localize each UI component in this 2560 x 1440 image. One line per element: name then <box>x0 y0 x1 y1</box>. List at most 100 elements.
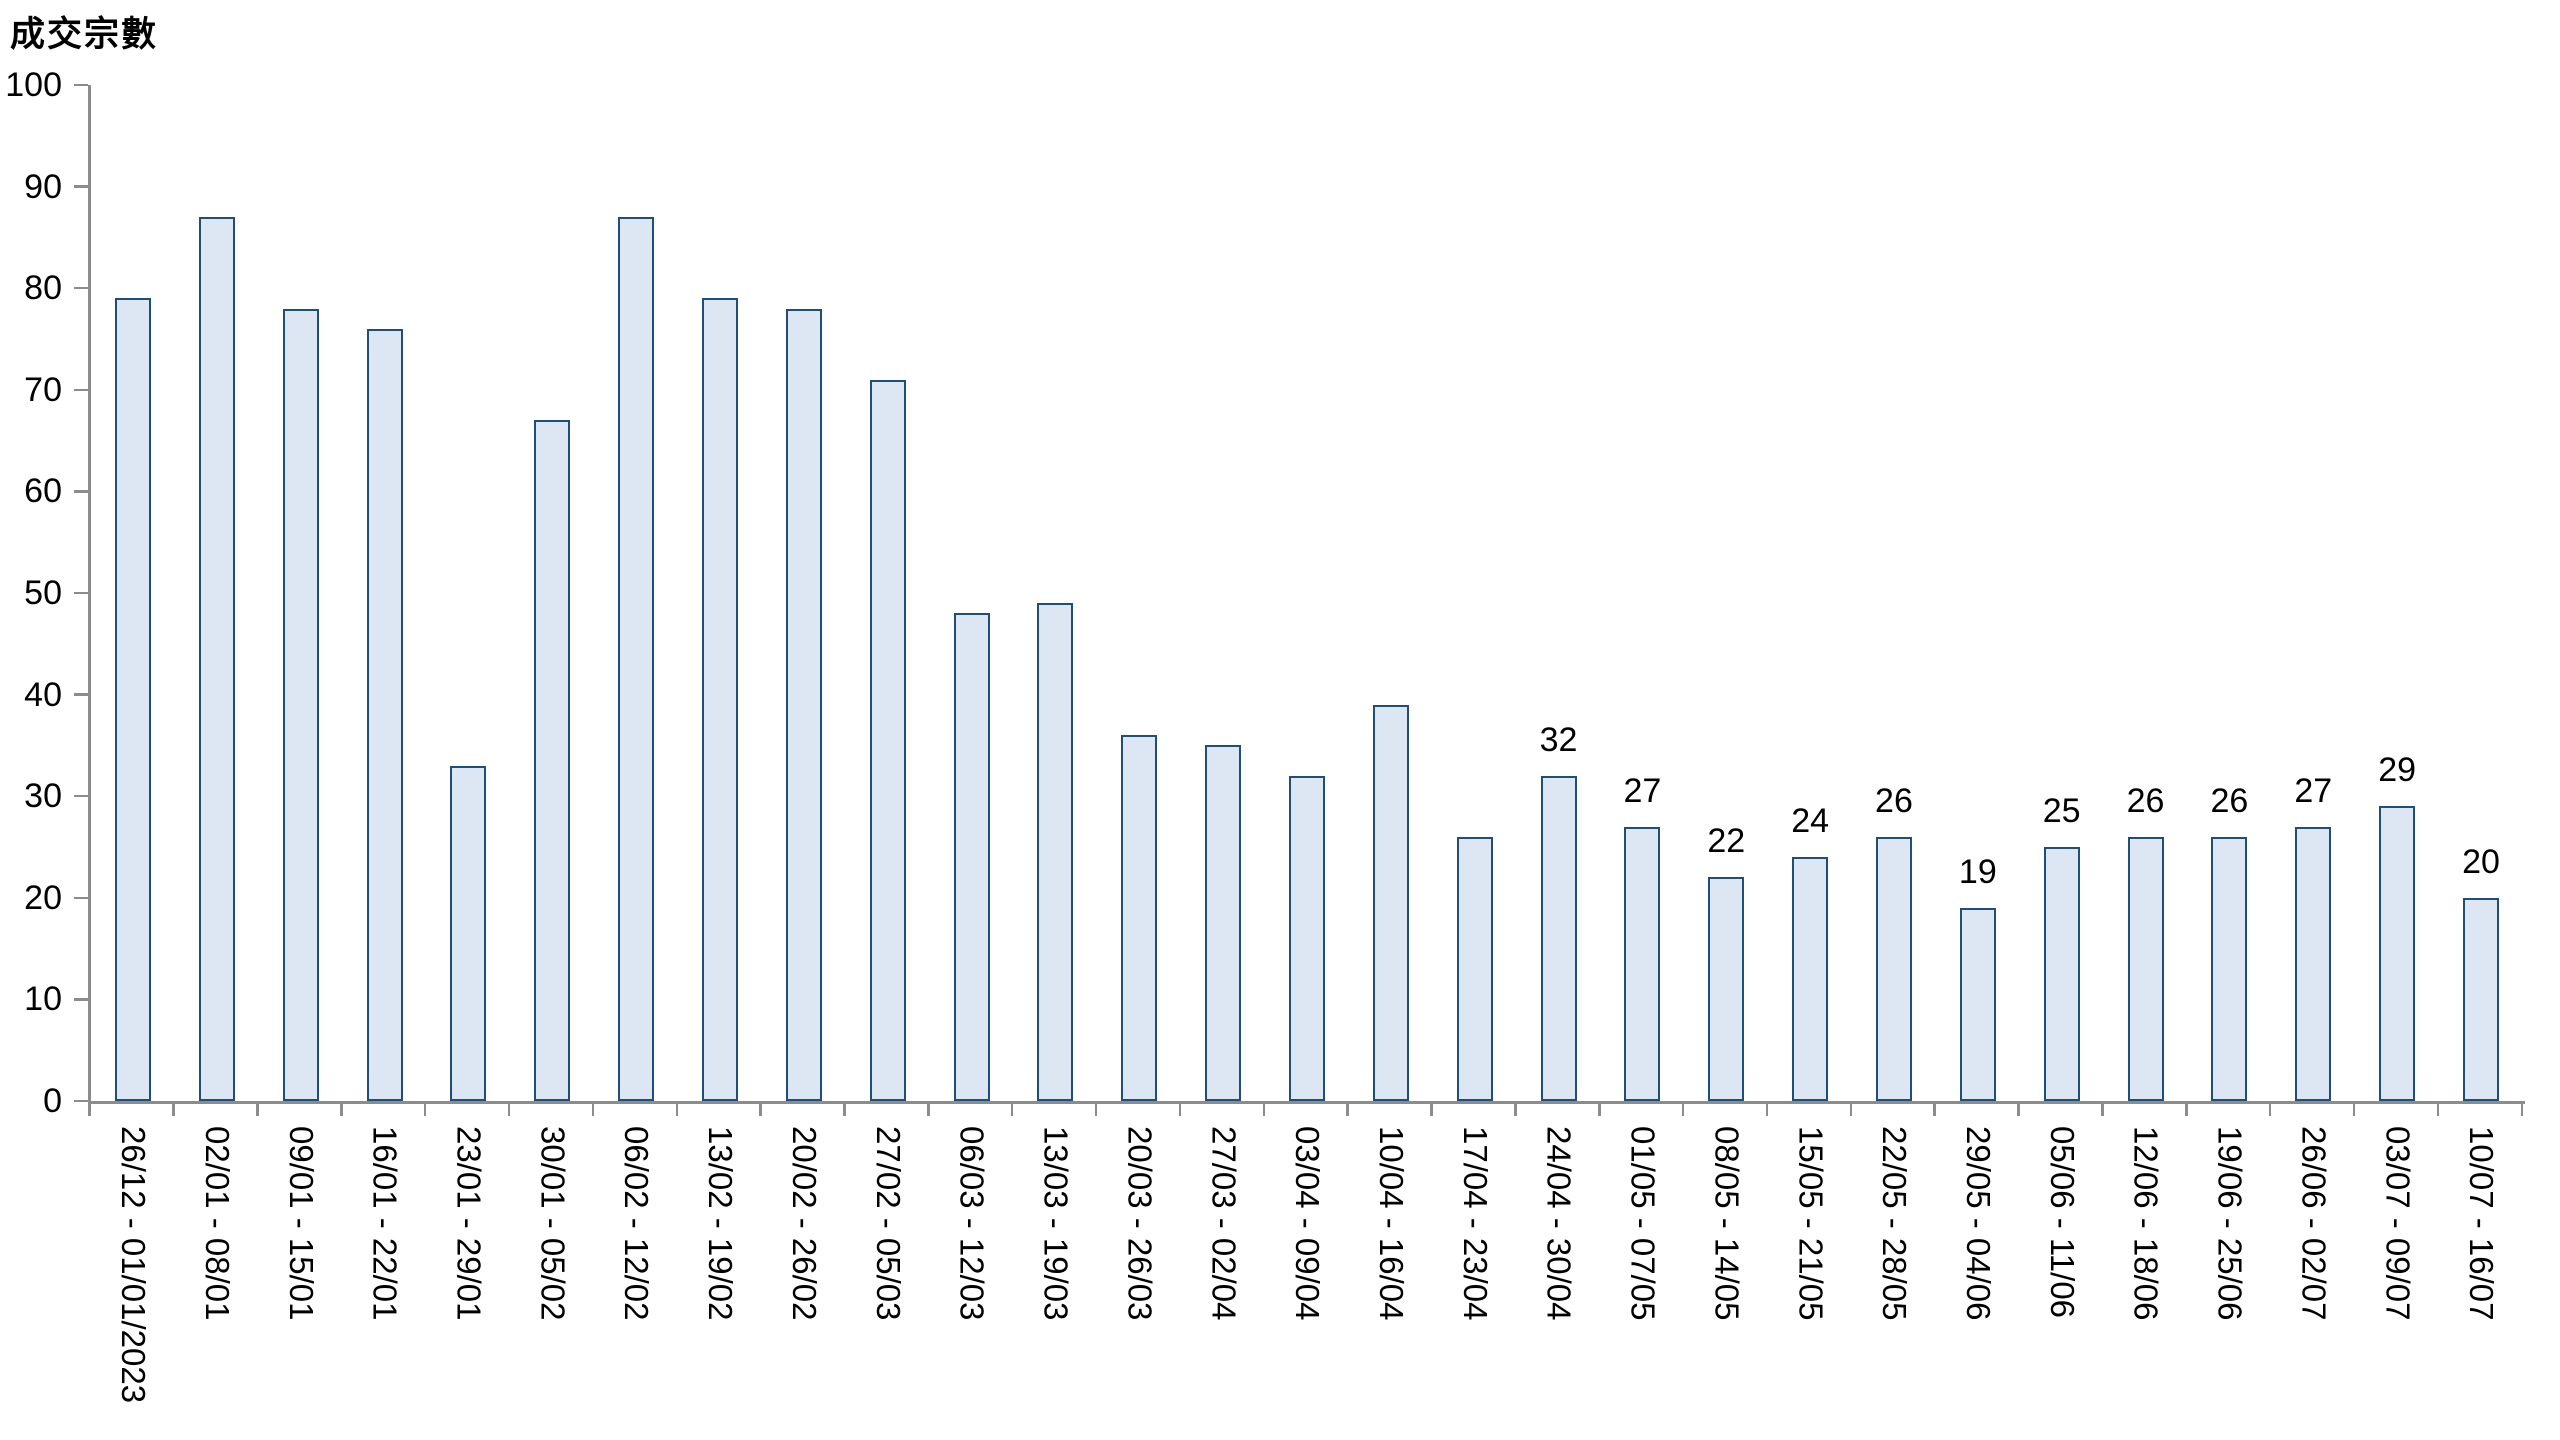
x-axis-tick <box>2268 1101 2272 1116</box>
x-axis-label: 01/05 - 07/05 <box>1624 1126 1662 1321</box>
bar-slot <box>846 85 930 1101</box>
bar-slot <box>1097 85 1181 1101</box>
x-axis-tick <box>172 1101 175 1116</box>
bar <box>1624 826 1661 1101</box>
x-axis-label-slot: 15/05 - 21/05 <box>1768 1126 1852 1440</box>
y-axis-line <box>88 85 91 1116</box>
bar-slot <box>1265 85 1349 1101</box>
x-axis-tick <box>591 1101 595 1116</box>
bar-slot <box>762 85 846 1101</box>
y-axis-tick <box>74 185 88 188</box>
bar-value-label: 19 <box>1958 852 1997 891</box>
bar-slot: 27 <box>1600 85 1684 1101</box>
y-axis-tick-label: 20 <box>24 878 62 917</box>
y-axis-tick <box>74 83 88 87</box>
x-axis-label-slot: 09/01 - 15/01 <box>259 1126 343 1440</box>
y-axis-tick-label: 100 <box>5 66 62 104</box>
bar <box>282 308 319 1101</box>
x-axis-tick <box>843 1101 846 1116</box>
bar-value-label: 25 <box>2042 792 2081 830</box>
x-axis-tick <box>507 1101 511 1116</box>
bar <box>2295 826 2332 1101</box>
x-axis-label-slot: 26/06 - 02/07 <box>2271 1126 2355 1440</box>
x-axis-label: 03/04 - 09/04 <box>1289 1126 1327 1321</box>
bar-value-label: 22 <box>1707 822 1746 861</box>
y-axis-tick <box>74 896 88 900</box>
x-axis-label-slot: 13/03 - 19/03 <box>1013 1126 1097 1440</box>
y-axis-tick <box>74 591 88 595</box>
x-axis-label: 26/06 - 02/07 <box>2295 1126 2333 1321</box>
bar-slot: 29 <box>2355 85 2439 1101</box>
x-axis-tick <box>1346 1101 1349 1116</box>
bar <box>1540 775 1577 1101</box>
bar-value-label: 24 <box>1791 802 1830 841</box>
x-axis-label-slot: 17/04 - 23/04 <box>1433 1126 1517 1440</box>
x-axis-tick <box>2520 1101 2523 1116</box>
x-axis-label: 23/01 - 29/01 <box>450 1126 488 1321</box>
x-axis-line <box>88 1101 2525 1104</box>
x-axis-label-slot: 20/02 - 26/02 <box>762 1126 846 1440</box>
x-axis-label: 10/07 - 16/07 <box>2463 1126 2501 1321</box>
x-axis-label-slot: 06/03 - 12/03 <box>930 1126 1014 1440</box>
bar <box>1708 877 1745 1101</box>
y-axis-tick-label: 40 <box>24 675 62 714</box>
x-axis-label: 08/05 - 14/05 <box>1708 1126 1746 1321</box>
bar <box>2462 897 2499 1101</box>
bar-value-label: 26 <box>2126 781 2165 820</box>
x-axis-label-slot: 23/01 - 29/01 <box>426 1126 510 1440</box>
bar-slot: 25 <box>2020 85 2104 1101</box>
x-axis-tick <box>340 1101 343 1116</box>
y-axis-tick <box>74 794 88 798</box>
bar-slot <box>930 85 1014 1101</box>
x-axis-tick <box>1094 1101 1098 1116</box>
bar-slot: 20 <box>2439 85 2523 1101</box>
y-axis-tick <box>74 1099 88 1103</box>
bar-slot: 24 <box>1768 85 1852 1101</box>
x-axis-tick <box>1933 1101 1936 1116</box>
bar <box>1037 603 1074 1101</box>
x-axis-labels: 26/12 - 01/01/2023 02/01 - 08/01 09/01 - 1… <box>91 1126 2523 1440</box>
bar <box>534 420 571 1101</box>
x-axis-label: 27/02 - 05/03 <box>869 1126 907 1321</box>
x-axis-tick <box>927 1101 930 1116</box>
plot-area: 32 27 22 24 26 19 25 26 26 27 29 20 <box>91 85 2523 1101</box>
x-axis-tick <box>675 1101 679 1116</box>
x-axis-label: 06/02 - 12/02 <box>618 1126 656 1321</box>
bar <box>198 217 235 1101</box>
bar <box>2379 806 2416 1101</box>
bar-slot <box>510 85 594 1101</box>
y-axis-tick <box>74 490 88 493</box>
x-axis-label-slot: 30/01 - 05/02 <box>510 1126 594 1440</box>
y-axis-tick-label: 0 <box>43 1082 62 1120</box>
bar-slot <box>1013 85 1097 1101</box>
bar <box>1372 704 1409 1101</box>
x-axis-label-slot: 13/02 - 19/02 <box>678 1126 762 1440</box>
x-axis-label: 20/02 - 26/02 <box>785 1126 823 1321</box>
y-axis-tick-label: 30 <box>24 777 62 816</box>
x-axis-label-slot: 22/05 - 28/05 <box>1852 1126 1936 1440</box>
bar <box>1121 735 1158 1101</box>
x-axis-tick <box>423 1101 427 1116</box>
bar <box>618 217 655 1101</box>
x-axis-label: 17/04 - 23/04 <box>1456 1126 1494 1321</box>
x-axis-label: 15/05 - 21/05 <box>1792 1126 1830 1321</box>
x-axis-label: 26/12 - 01/01/2023 <box>115 1126 153 1404</box>
x-axis-label-slot: 29/05 - 04/06 <box>1936 1126 2020 1440</box>
x-axis-tick <box>1681 1101 1685 1116</box>
bar-slot: 22 <box>1684 85 1768 1101</box>
x-axis-label: 13/02 - 19/02 <box>702 1126 740 1321</box>
x-axis-label-slot: 16/01 - 22/01 <box>343 1126 427 1440</box>
x-axis-label: 19/06 - 25/06 <box>2211 1126 2249 1321</box>
bar <box>2043 847 2080 1101</box>
x-axis-tick <box>256 1101 259 1116</box>
bar-slot <box>1433 85 1517 1101</box>
x-axis-tick <box>1430 1101 1433 1116</box>
x-axis-label: 09/01 - 15/01 <box>282 1126 320 1321</box>
x-axis-label-slot: 27/02 - 05/03 <box>846 1126 930 1440</box>
bar-slot: 26 <box>1852 85 1936 1101</box>
x-axis-tick <box>1598 1101 1601 1116</box>
bar-slot <box>426 85 510 1101</box>
bar-value-label: 26 <box>2210 781 2249 820</box>
x-axis-tick <box>2101 1101 2104 1116</box>
bar <box>701 298 738 1101</box>
